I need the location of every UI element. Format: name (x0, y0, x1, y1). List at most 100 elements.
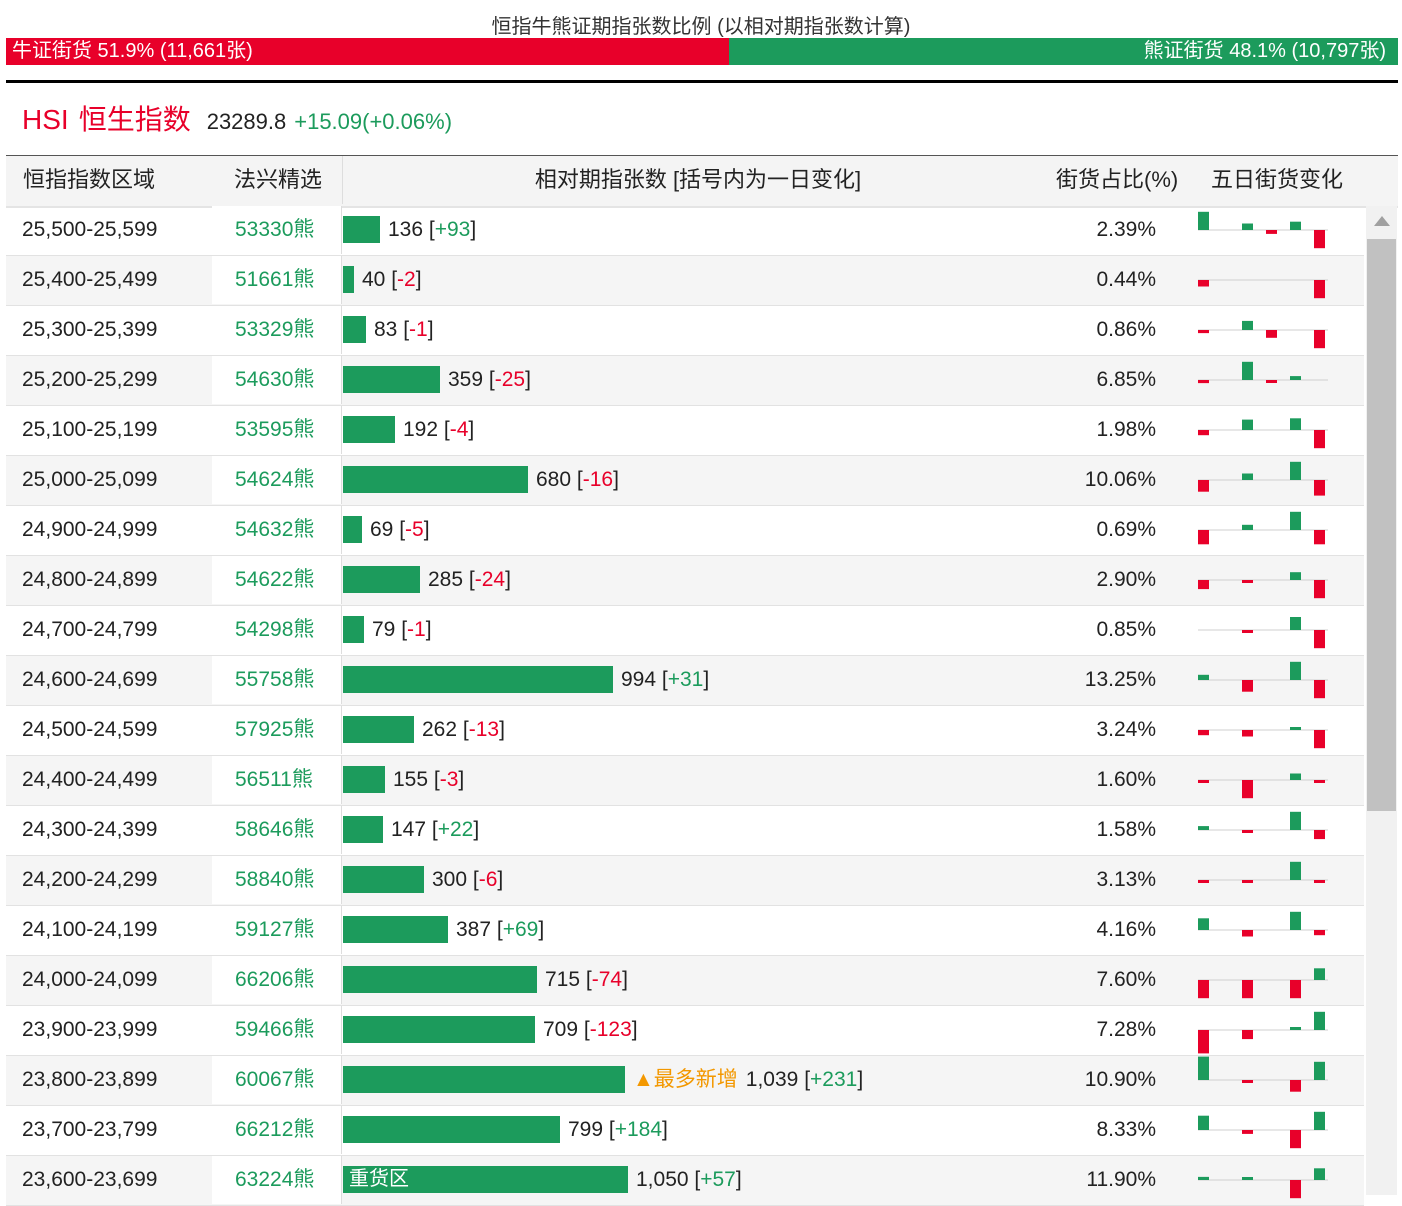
table-row[interactable]: 23,800-23,899 60067熊 ▲最多新增 1,039 [+231] 10.9… (6, 1056, 1364, 1106)
pick-cell: 59127熊 (212, 906, 342, 954)
table-row[interactable]: 24,800-24,899 54622熊 285 [-24] 2.90% (6, 556, 1364, 606)
five-day-bar (1242, 930, 1253, 937)
table-row[interactable]: 24,400-24,499 56511熊 155 [-3] 1.60% (6, 756, 1364, 806)
five-day-change-chart (1198, 361, 1328, 384)
table-row[interactable]: 24,100-24,199 59127熊 387 [+69] 4.16% (6, 906, 1364, 956)
relative-count-text: 715 [-74] (545, 968, 628, 991)
relative-count-text: 799 [+184] (568, 1118, 668, 1141)
count-value: 262 (422, 718, 458, 741)
table-row[interactable]: 24,600-24,699 55758熊 994 [+31] 13.25% (6, 656, 1364, 706)
five-day-change-chart (1198, 661, 1328, 699)
relative-count-bar (343, 316, 366, 343)
pick-cell: 57925熊 (212, 706, 342, 754)
bar-label: 重货区 (349, 1168, 409, 1190)
count-value: 192 (403, 418, 439, 441)
count-value: 799 (568, 1118, 604, 1141)
relative-count-text: 155 [-3] (393, 768, 465, 791)
five-day-bar (1290, 727, 1301, 730)
five-day-bar (1266, 380, 1277, 383)
relative-count-bar (343, 266, 354, 293)
five-day-bar (1314, 1011, 1325, 1030)
table-row[interactable]: 25,200-25,299 54630熊 359 [-25] 6.85% (6, 356, 1364, 406)
warrant-link[interactable]: 66206熊 (235, 968, 315, 991)
warrant-link[interactable]: 53595熊 (235, 418, 315, 441)
daily-change: +57 (700, 1168, 736, 1191)
table-row[interactable]: 25,100-25,199 53595熊 192 [-4] 1.98% (6, 406, 1364, 456)
header-relative: 相对期指张数 [括号内为一日变化] (342, 156, 1053, 204)
five-day-bar (1198, 280, 1209, 287)
pick-cell: 53330熊 (212, 206, 342, 254)
warrant-link[interactable]: 58646熊 (235, 818, 315, 841)
pick-cell: 51661熊 (212, 256, 342, 304)
table-row[interactable]: 24,300-24,399 58646熊 147 [+22] 1.58% (6, 806, 1364, 856)
table-row[interactable]: 24,700-24,799 54298熊 79 [-1] 0.85% (6, 606, 1364, 656)
warrant-link[interactable]: 54298熊 (235, 618, 315, 641)
five-day-bar (1290, 376, 1301, 380)
warrant-link[interactable]: 53330熊 (235, 218, 315, 241)
warrant-link[interactable]: 54624熊 (235, 468, 315, 491)
five-day-bar (1290, 661, 1301, 680)
five-day-bar (1198, 880, 1209, 883)
warrant-link[interactable]: 57925熊 (235, 718, 315, 741)
range-cell: 25,400-25,499 (22, 268, 158, 291)
five-day-bar (1290, 418, 1301, 430)
table-row[interactable]: 24,200-24,299 58840熊 300 [-6] 3.13% (6, 856, 1364, 906)
vertical-scrollbar[interactable] (1366, 206, 1397, 1195)
warrant-link[interactable]: 60067熊 (235, 1068, 315, 1091)
table-row[interactable]: 23,900-23,999 59466熊 709 [-123] 7.28% (6, 1006, 1364, 1056)
five-day-bar (1242, 580, 1253, 583)
daily-change: +69 (502, 918, 539, 941)
five-day-bar (1290, 617, 1301, 630)
five-day-change-chart (1198, 320, 1328, 349)
share-cell: 0.86% (1096, 318, 1156, 341)
warrant-link[interactable]: 54622熊 (235, 568, 315, 591)
table-row[interactable]: 23,600-23,699 63224熊 重货区 1,050 [+57] 11.90% (6, 1156, 1364, 1206)
warrant-link[interactable]: 59127熊 (235, 918, 315, 941)
five-day-change-chart (1198, 511, 1328, 545)
header-pick: 法兴精选 (234, 167, 323, 192)
warrant-link[interactable]: 56511熊 (235, 768, 313, 791)
warrant-link[interactable]: 66212熊 (235, 1118, 315, 1141)
relative-count-bar (343, 1016, 535, 1043)
bull-ratio-segment: 牛证街货 51.9% (11,661张) (6, 38, 729, 65)
daily-change: -4 (449, 418, 469, 441)
warrant-link[interactable]: 54630熊 (235, 368, 315, 391)
table-row[interactable]: 24,500-24,599 57925熊 262 [-13] 3.24% (6, 706, 1364, 756)
warrant-link[interactable]: 63224熊 (235, 1168, 315, 1191)
five-day-bar (1242, 361, 1253, 380)
share-cell: 11.90% (1086, 1168, 1156, 1191)
range-cell: 24,900-24,999 (22, 518, 158, 541)
share-cell: 0.44% (1096, 268, 1156, 291)
five-day-bar (1242, 223, 1253, 230)
warrant-link[interactable]: 58840熊 (235, 868, 315, 891)
scroll-up-arrow-icon[interactable] (1374, 216, 1390, 226)
table-row[interactable]: 24,900-24,999 54632熊 69 [-5] 0.69% (6, 506, 1364, 556)
warrant-link[interactable]: 59466熊 (235, 1018, 315, 1041)
warrant-link[interactable]: 54632熊 (235, 518, 315, 541)
relative-count-bar (343, 1066, 625, 1093)
warrant-link[interactable]: 53329熊 (235, 318, 315, 341)
table-row[interactable]: 23,700-23,799 66212熊 799 [+184] 8.33% (6, 1106, 1364, 1156)
index-name: 恒生指数 (78, 104, 191, 135)
range-cell: 24,300-24,399 (22, 818, 158, 841)
five-day-change-chart (1198, 461, 1328, 496)
table-row[interactable]: 25,300-25,399 53329熊 83 [-1] 0.86% (6, 306, 1364, 356)
relative-count-bar (343, 1116, 560, 1143)
relative-count-bar (343, 766, 385, 793)
warrant-link[interactable]: 55758熊 (235, 668, 315, 691)
warrant-link[interactable]: 51661熊 (235, 268, 315, 291)
five-day-bar (1242, 320, 1253, 330)
range-cell: 24,600-24,699 (22, 668, 158, 691)
five-day-change-chart (1198, 727, 1328, 749)
range-cell: 24,700-24,799 (22, 618, 158, 641)
table-row[interactable]: 24,000-24,099 66206熊 715 [-74] 7.60% (6, 956, 1364, 1006)
relative-count-bar (343, 366, 440, 393)
pick-cell: 54624熊 (212, 456, 342, 504)
table-row[interactable]: 25,000-25,099 54624熊 680 [-16] 10.06% (6, 456, 1364, 506)
scroll-thumb[interactable] (1367, 239, 1396, 811)
table-row[interactable]: 25,400-25,499 51661熊 40 [-2] 0.44% (6, 256, 1364, 306)
five-day-bar (1242, 680, 1253, 692)
pick-cell: 66212熊 (212, 1106, 342, 1154)
table-row[interactable]: 25,500-25,599 53330熊 136 [+93] 2.39% (6, 206, 1364, 256)
relative-count-text: 709 [-123] (543, 1018, 638, 1041)
